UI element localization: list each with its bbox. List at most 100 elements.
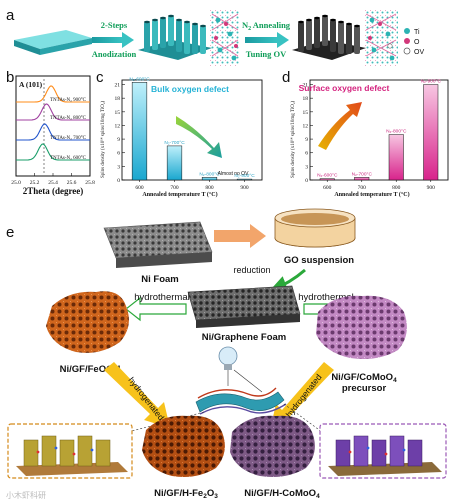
x-tick-label: 800	[392, 185, 401, 191]
chart-frame	[309, 79, 449, 181]
xrd-trace	[16, 103, 90, 121]
panel-d-xlabel: Annealed temperature T (°C)	[334, 191, 409, 198]
y-tick-label: 9	[305, 137, 308, 143]
bar-label: N₂-700°C	[164, 140, 185, 146]
xrd-tick-label: 25.8	[85, 180, 95, 186]
ni-graphene-foam-image	[187, 285, 301, 328]
comoo4-precursor-label-2: precursor	[342, 383, 387, 394]
panel-a-label: a	[6, 7, 15, 24]
panel-b-frame	[15, 75, 91, 177]
y-tick-label: 21	[303, 83, 309, 89]
light-bulb-icon	[218, 346, 263, 393]
y-tick-label: 18	[115, 96, 121, 102]
x-tick-label: 800	[205, 185, 214, 191]
orange-arrow	[214, 224, 266, 248]
comoo4-precursor-label-1: Ni/GF/CoMoO4	[331, 372, 397, 384]
y-tick-label: 3	[117, 164, 120, 170]
y-tick-label: 18	[303, 96, 309, 102]
go-petri-dish	[274, 208, 356, 248]
panel-d: d Spins density (x10¹⁴ spins/10mg TiO₂) …	[282, 69, 449, 198]
hydrogenated-arrow-left	[104, 362, 170, 428]
xrd-trace	[16, 143, 90, 161]
zoom-line-left	[127, 411, 205, 433]
panel-d-ylabel: Spins density (x10¹⁴ spins/10mg TiO₂)	[290, 100, 296, 178]
bar	[423, 84, 439, 181]
y-tick-label: 15	[115, 110, 121, 116]
legend-o-label: O	[414, 39, 420, 46]
panel-c-note: Almost no OV	[218, 171, 250, 177]
hydrothermal-arrow-left	[125, 296, 187, 322]
reduction-label: reduction	[233, 265, 270, 275]
chart-frame	[121, 79, 263, 181]
hydrogenated-label-right: hydrogenated	[284, 372, 324, 419]
y-tick-label: 12	[115, 123, 121, 129]
panel-c-ylabel: Spins density (x10¹⁴ spins/10mg TiO₂)	[100, 100, 106, 178]
xrd-trace-label: TNTAs-N₂ 700°C	[50, 136, 87, 141]
hydrothermal-label-right: hydrothermal	[298, 292, 353, 303]
bulk-defect-chart: 0 3 6 9 12 15 18 21 N₂-600°C 600 N₂-700°C 700 N₂-800…	[115, 76, 263, 191]
panel-d-title: Surface oxygen defect	[299, 83, 390, 93]
panel-c: c Spins density (x10¹⁴ spins/10mg TiO₂) …	[96, 69, 263, 198]
bar-label: N₂-800°C	[386, 129, 407, 135]
bar	[388, 134, 404, 181]
x-tick-label: 900	[427, 185, 436, 191]
flexible-device-image	[195, 387, 287, 415]
hydrogenated-arrow-right	[270, 362, 334, 430]
bar-label: N₂-900°C	[421, 79, 442, 85]
comoo4-precursor-foam-image	[316, 295, 407, 359]
step1-label-bottom: Anodization	[92, 49, 137, 59]
legend-ov-dot	[403, 47, 411, 55]
xrd-tick-label: 25.0	[11, 180, 21, 186]
x-tick-label: 700	[358, 185, 367, 191]
decrease-arrow	[176, 116, 222, 158]
panel-e-label: e	[6, 224, 14, 241]
xrd-tick-label: 25.2	[30, 180, 40, 186]
y-tick-label: 3	[305, 164, 308, 170]
right-electrode-inset	[319, 423, 447, 479]
xrd-x-ticks: 25.0 25.2 25.4 25.6 25.8	[11, 173, 95, 186]
peak-label: A (101)	[19, 80, 43, 89]
bar-label: N₂-700°C	[352, 171, 373, 177]
xrd-trace	[16, 123, 90, 141]
bar-label: N₂-600°C	[129, 76, 150, 82]
legend-ti-label: Ti	[414, 29, 420, 36]
step2-label-bottom: Tuning OV	[246, 49, 287, 59]
y-tick-label: 6	[305, 151, 308, 157]
anodization-arrow	[92, 32, 134, 48]
tio2-lattice-left	[210, 10, 240, 66]
tio2-nanotube-array	[138, 14, 212, 60]
bar-label: N₂-900°C	[234, 173, 255, 179]
hydrogenated-label-left: hydrogenated	[126, 375, 166, 422]
xrd-trace-label: TNTAs-N₂ 600°C	[50, 156, 87, 161]
bar	[131, 82, 148, 181]
y-tick-label: 21	[115, 83, 121, 89]
bar	[201, 177, 218, 181]
xrd-trace	[16, 85, 90, 103]
y-tick-label: 6	[117, 151, 120, 157]
watermark: 小木虾科研	[6, 490, 46, 500]
xrd-traces: TNTAs-N₂ 900°C TNTAs-N₂ 800°C TNTAs-N₂ 700…	[16, 85, 90, 161]
left-electrode-inset	[7, 423, 133, 479]
panel-c-label: c	[96, 69, 104, 86]
panel-b-xlabel: 2Theta (degree)	[23, 186, 84, 196]
hydrothermal-label-left: hydrothermal	[134, 292, 189, 303]
x-tick-label: 600	[135, 185, 144, 191]
ti-slab	[14, 30, 92, 55]
ni-foam-image	[103, 221, 213, 268]
legend-ov-label: OV	[414, 49, 424, 56]
ni-graphene-foam-label: Ni/Graphene Foam	[202, 332, 286, 343]
y-tick-label: 15	[303, 110, 309, 116]
bar-label: N₂-600°C	[317, 173, 338, 179]
surface-defect-chart: 0 3 6 9 12 15 18 21 N₂-600°C 600 N₂-700°C 700 N₂-800…	[303, 79, 449, 191]
x-tick-label: 900	[240, 185, 249, 191]
x-tick-label: 600	[323, 185, 332, 191]
panel-e: e Ni Foam GO suspension reduction Ni/Gra…	[6, 208, 447, 500]
h-comoo4-foam-image	[230, 415, 315, 477]
bar-label: N₂-800°C	[199, 171, 220, 177]
y-tick-label: 0	[305, 178, 308, 184]
bar	[319, 178, 335, 181]
tio2-lattice-right	[364, 10, 398, 66]
step1-label-top: 2-Steps	[101, 20, 128, 30]
